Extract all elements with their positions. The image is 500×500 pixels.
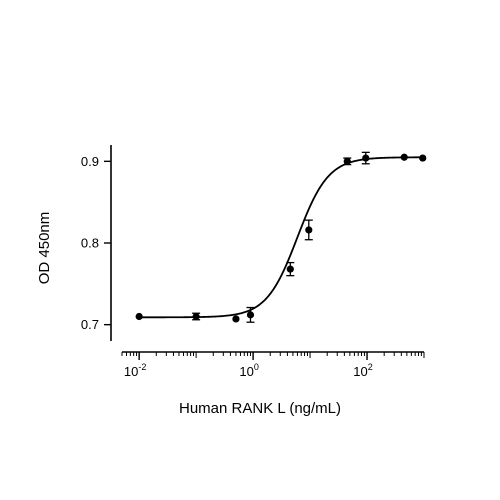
data-point-4 [286,265,294,273]
x-tick-label-2: 102 [353,362,372,379]
fit-curve [139,156,425,319]
data-point-5 [305,226,313,234]
data-point-9 [419,154,427,162]
x-tick-label-1: 100 [239,362,258,379]
x-tick-label-0: 10-2 [124,362,146,379]
x-ticks: 10-2 100 102 [121,352,425,379]
y-tick-label-1: 0.8 [81,236,99,251]
plot-area: 0.7 0.8 0.9 10-2 100 102 [81,145,427,379]
data-point-3 [246,311,255,319]
data-point-8 [400,153,408,161]
data-point-0 [135,312,143,321]
data-point-1 [192,312,200,321]
y-axis-title: OD 450nm [36,212,53,285]
data-point-2 [232,315,240,323]
data-points [135,151,427,323]
data-point-7 [362,154,370,162]
x-axis-title: Human RANK L (ng/mL) [179,400,341,417]
data-point-6 [343,157,351,165]
y-tick-label-0: 0.7 [81,317,99,332]
y-ticks: 0.7 0.8 0.9 [81,154,111,332]
y-tick-label-2: 0.9 [81,154,99,169]
